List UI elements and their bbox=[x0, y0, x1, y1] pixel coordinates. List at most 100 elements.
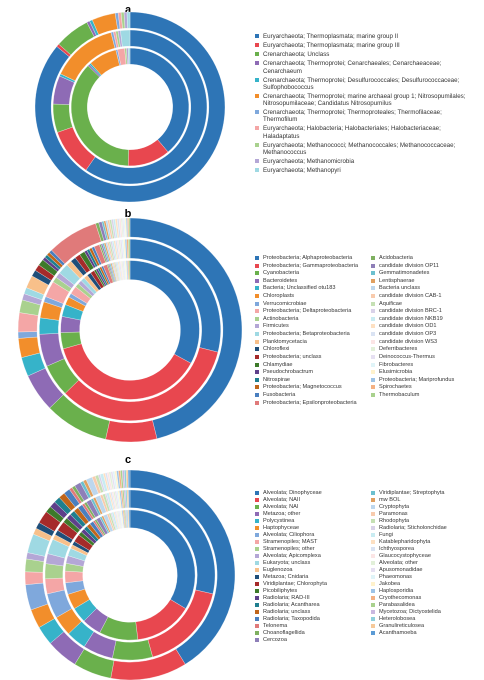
legend-label: Alveolata; Dinophyceae bbox=[263, 490, 322, 496]
legend-item: Nitrospirae bbox=[255, 377, 365, 383]
legend-item: Paramonas bbox=[371, 511, 481, 517]
legend-swatch bbox=[371, 519, 375, 524]
legend-item: Mycetozoa; Dictyostelida bbox=[371, 609, 481, 615]
donut-segment bbox=[85, 29, 208, 185]
legend-swatch bbox=[255, 110, 259, 115]
legend-item: Cryothecomonas bbox=[371, 595, 481, 601]
legend-swatch bbox=[255, 519, 259, 524]
legend-swatch bbox=[255, 540, 259, 545]
legend-swatch bbox=[255, 631, 259, 636]
legend-item: Euryarchaeota; Halobacteria; Halobacteri… bbox=[255, 125, 470, 140]
legend-item: Elusimicrobia bbox=[371, 369, 481, 375]
legend-swatch bbox=[255, 34, 259, 38]
legend-label: Cryothecomonas bbox=[379, 595, 422, 602]
donut-segment bbox=[24, 571, 44, 585]
legend-item: Metazoa; other bbox=[255, 511, 365, 517]
legend-swatch bbox=[371, 339, 375, 344]
legend-item: Haptophyceae bbox=[255, 525, 365, 531]
legend-swatch bbox=[255, 339, 259, 344]
legend-swatch bbox=[371, 617, 375, 622]
legend-swatch bbox=[255, 158, 259, 163]
legend-item: Proteobacteria; Betaproteobacteria bbox=[255, 331, 365, 337]
legend-item: Alveolata; NAI bbox=[255, 504, 365, 510]
legend-swatch bbox=[371, 385, 375, 390]
legend-label: Gemmatimonadetes bbox=[379, 270, 430, 277]
legend-item: Cercozoa bbox=[255, 637, 365, 643]
legend-item: Chlamydiae bbox=[255, 362, 365, 368]
legend-label: Mycetozoa; Dictyostelida bbox=[379, 609, 441, 616]
donut-segment bbox=[105, 420, 158, 443]
legend-swatch bbox=[255, 624, 259, 629]
legend-column: Alveolata; Dinophyceae Alveolata; NAII Alv… bbox=[255, 490, 365, 644]
legend-label: Euryarchaeota; Methanomicrobia bbox=[263, 157, 355, 165]
legend-label: Granulireticulosea bbox=[379, 623, 425, 630]
legend-item: Metazoa; Cnidaria bbox=[255, 574, 365, 580]
legend-swatch bbox=[255, 52, 259, 57]
legend-swatch bbox=[255, 603, 259, 608]
legend-item: Proteobacteria; Deltaproteobacteria bbox=[255, 308, 365, 314]
legend-label: Katablepharidophyta bbox=[379, 539, 431, 546]
legend-label: Haptophyceae bbox=[263, 525, 300, 532]
legend-swatch bbox=[255, 354, 259, 359]
legend-item: Phaeomonas bbox=[371, 574, 481, 580]
legend-swatch bbox=[371, 533, 375, 538]
legend-swatch bbox=[255, 561, 259, 566]
legend-item: candidate division OD1 bbox=[371, 323, 481, 329]
legend-item: Granulireticulosea bbox=[371, 623, 481, 629]
legend-label: Bacteria; Unclassified otu183 bbox=[263, 285, 336, 292]
legend-item: candidate division CAB-1 bbox=[371, 293, 481, 299]
legend-swatch bbox=[255, 271, 259, 276]
legend-label: Pseudochrobactrum bbox=[263, 369, 314, 376]
legend-label: Proteobacteria; Mariprofundus bbox=[379, 376, 455, 383]
legend-label: candidate division NKB19 bbox=[379, 315, 443, 322]
legend-label: Crenarchaeota; Thermoprotei; marine arch… bbox=[263, 92, 466, 107]
legend-swatch bbox=[255, 547, 259, 552]
legend-item: Crenarchaeota; Thermoprotei; Thermoprote… bbox=[255, 109, 470, 123]
legend-item: Aquificae bbox=[371, 301, 481, 307]
legend-label: candidate division OP11 bbox=[379, 262, 439, 269]
legend-label: Crenarchaeota; Thermoprotei; Thermoprote… bbox=[263, 109, 442, 124]
legend-item: Alveolata; Dinophyceae bbox=[255, 490, 365, 496]
legend-label: Deinococcus-Thermus bbox=[379, 353, 435, 360]
legend-swatch bbox=[255, 610, 259, 615]
legend-item: Proteobacteria; Mariprofundus bbox=[371, 377, 481, 383]
legend-swatch bbox=[371, 278, 375, 283]
legend-item: Katablepharidophyta bbox=[371, 539, 481, 545]
legend-swatch bbox=[371, 256, 375, 260]
legend-item: Jakobea bbox=[371, 581, 481, 587]
legend-swatch bbox=[255, 596, 259, 601]
legend-label: Viridiplantae; Chlorophyta bbox=[263, 581, 327, 588]
legend-swatch bbox=[255, 362, 259, 367]
legend-swatch bbox=[371, 554, 375, 559]
legend-label: Actinobacteria bbox=[263, 315, 299, 322]
legend-item: Alveolata; other bbox=[371, 560, 481, 566]
legend-item: Thermobaculum bbox=[371, 392, 481, 398]
legend-item: Bacteria; Unclassified otu183 bbox=[255, 285, 365, 291]
legend-label: Radiolaria; Sticholonchidae bbox=[379, 525, 447, 532]
legend-swatch bbox=[255, 332, 259, 337]
legend-item: Crenarchaeota; Thermoprotei; Desulfuroco… bbox=[255, 77, 470, 91]
legend-label: candidate division OP3 bbox=[379, 331, 437, 338]
legend-swatch bbox=[255, 533, 259, 538]
legend-label: Deferribacteres bbox=[379, 346, 418, 353]
legend-label: Parabasalidea bbox=[379, 602, 415, 609]
legend-item: Pseudochrobactrum bbox=[255, 369, 365, 375]
legend-label: Apusomonadidae bbox=[379, 567, 423, 574]
legend-swatch bbox=[371, 286, 375, 291]
legend-swatch bbox=[371, 354, 375, 359]
legend-swatch bbox=[255, 512, 259, 517]
legend-item: Stramenopiles; other bbox=[255, 546, 365, 552]
legend-label: Crenarchaeota; Thermoprotei; Desulfuroco… bbox=[263, 76, 460, 91]
legend-label: Metazoa; other bbox=[263, 511, 301, 518]
legend-swatch bbox=[371, 491, 375, 495]
legend-label: Euryarchaeota; Thermoplasmata; marine gr… bbox=[263, 33, 399, 40]
legend-item: candidate division OP11 bbox=[371, 263, 481, 269]
legend-item: Radiolaria; RAD-III bbox=[255, 595, 365, 601]
legend-label: Fungi bbox=[379, 532, 393, 539]
legend-item: Haplosporidia bbox=[371, 588, 481, 594]
legend-swatch bbox=[371, 294, 375, 299]
legend-swatch bbox=[371, 561, 375, 566]
donut-segment bbox=[34, 11, 226, 203]
legend-label: Planktomycetacia bbox=[263, 338, 307, 345]
